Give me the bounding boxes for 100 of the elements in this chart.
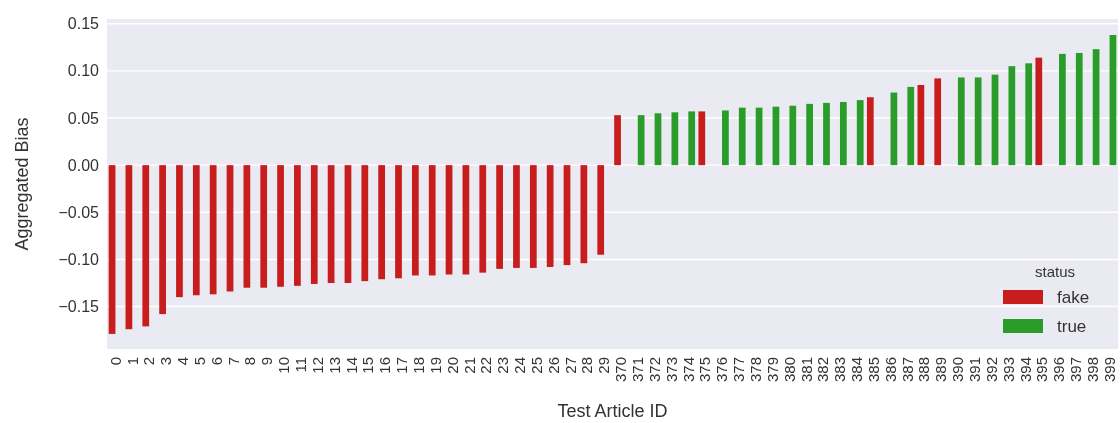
x-tick-label: 398 [1083, 357, 1101, 383]
bar [580, 165, 588, 264]
bar [907, 86, 915, 166]
x-tick-label: 19 [426, 357, 444, 374]
x-tick-label: 16 [376, 357, 394, 374]
bar [378, 165, 386, 280]
x-tick-label: 394 [1016, 357, 1034, 383]
x-tick-label: 374 [679, 357, 697, 383]
bar [934, 78, 942, 166]
x-tick-label: 380 [780, 357, 798, 383]
bar [806, 103, 814, 166]
bar [722, 110, 729, 166]
x-tick-label: 385 [864, 357, 882, 383]
bar [176, 165, 183, 298]
bar [856, 100, 864, 166]
x-tick-label: 371 [629, 357, 647, 383]
x-tick-label: 383 [831, 357, 849, 383]
y-tick-label: −0.10 [58, 251, 100, 269]
bar [513, 165, 520, 268]
bar [698, 111, 706, 166]
y-tick-label: 0.05 [67, 109, 100, 127]
bar [789, 105, 797, 166]
x-tick-label: 5 [190, 357, 208, 366]
x-tick-label: 381 [797, 357, 815, 383]
bar [637, 115, 645, 166]
x-tick-label: 18 [409, 357, 427, 374]
bar [738, 107, 746, 166]
x-tick-label: 382 [814, 357, 832, 383]
x-tick-label: 7 [224, 357, 242, 366]
x-tick-label: 28 [578, 357, 596, 374]
bar [529, 165, 537, 268]
x-tick-label: 3 [157, 357, 175, 366]
x-tick-label: 386 [881, 357, 899, 383]
y-axis-title: Aggregated Bias [12, 117, 32, 251]
x-tick-label: 384 [848, 357, 866, 383]
x-tick-label: 399 [1100, 357, 1118, 383]
bar [142, 165, 150, 327]
x-axis-title: Test Article ID [557, 401, 668, 421]
legend-label: fake [1057, 288, 1090, 307]
bar [209, 165, 217, 295]
y-tick-label: 0.00 [67, 156, 100, 174]
bar [546, 165, 554, 267]
x-tick-label: 373 [662, 357, 680, 383]
bar [839, 101, 847, 166]
bar [496, 165, 503, 269]
x-tick-label: 21 [460, 357, 478, 374]
x-tick-label: 396 [1050, 357, 1068, 383]
x-tick-label: 391 [966, 357, 984, 383]
bar [614, 115, 621, 166]
bar [823, 102, 830, 166]
x-tick-label: 372 [645, 357, 663, 383]
y-tick-label: 0.10 [67, 62, 100, 80]
x-tick-label: 6 [207, 357, 225, 366]
bar [361, 165, 369, 282]
bar [260, 165, 268, 288]
x-tick-label: 387 [898, 357, 916, 383]
x-tick-label: 13 [325, 357, 343, 374]
bar [974, 77, 982, 166]
bar [1035, 57, 1043, 166]
bar [243, 165, 251, 288]
x-tick-label: 389 [932, 357, 950, 383]
x-tick-label: 29 [595, 357, 613, 374]
x-tick-label: 17 [393, 357, 411, 374]
x-tick-label: 378 [746, 357, 764, 383]
x-tick-label: 1 [123, 357, 141, 366]
x-tick-label: 0 [106, 357, 124, 366]
x-tick-label: 2 [140, 357, 158, 366]
x-tick-label: 25 [527, 357, 545, 374]
bar [159, 165, 166, 315]
legend-title: status [1034, 263, 1076, 280]
x-tick-label: 376 [713, 357, 731, 383]
x-tick-label: 12 [308, 357, 326, 374]
x-tick-label: 24 [511, 357, 529, 374]
bar [445, 165, 453, 275]
x-tick-label: 397 [1067, 357, 1085, 383]
bar [688, 111, 696, 166]
x-tick-label: 393 [999, 357, 1017, 383]
x-tick-label: 27 [561, 357, 579, 374]
legend-label: true [1057, 317, 1087, 336]
x-tick-label: 10 [275, 357, 293, 374]
x-tick-label: 22 [477, 357, 495, 374]
y-tick-label: −0.15 [58, 298, 100, 316]
bar [1025, 63, 1033, 166]
x-tick-label: 23 [494, 357, 512, 374]
x-tick-label: 379 [763, 357, 781, 383]
bar [428, 165, 436, 276]
bar [1059, 53, 1066, 166]
bar [462, 165, 470, 275]
bar [192, 165, 200, 296]
x-tick-label: 20 [443, 357, 461, 374]
bar [597, 165, 605, 255]
x-tick-label: 4 [174, 357, 192, 366]
x-tick-label: 388 [915, 357, 933, 383]
bar [411, 165, 419, 276]
bar [395, 165, 402, 279]
bar [866, 97, 874, 166]
x-tick-label: 395 [1033, 357, 1051, 383]
x-tick-label: 8 [241, 357, 259, 366]
x-tick-label: 14 [342, 357, 360, 374]
x-tick-label: 370 [612, 357, 630, 383]
